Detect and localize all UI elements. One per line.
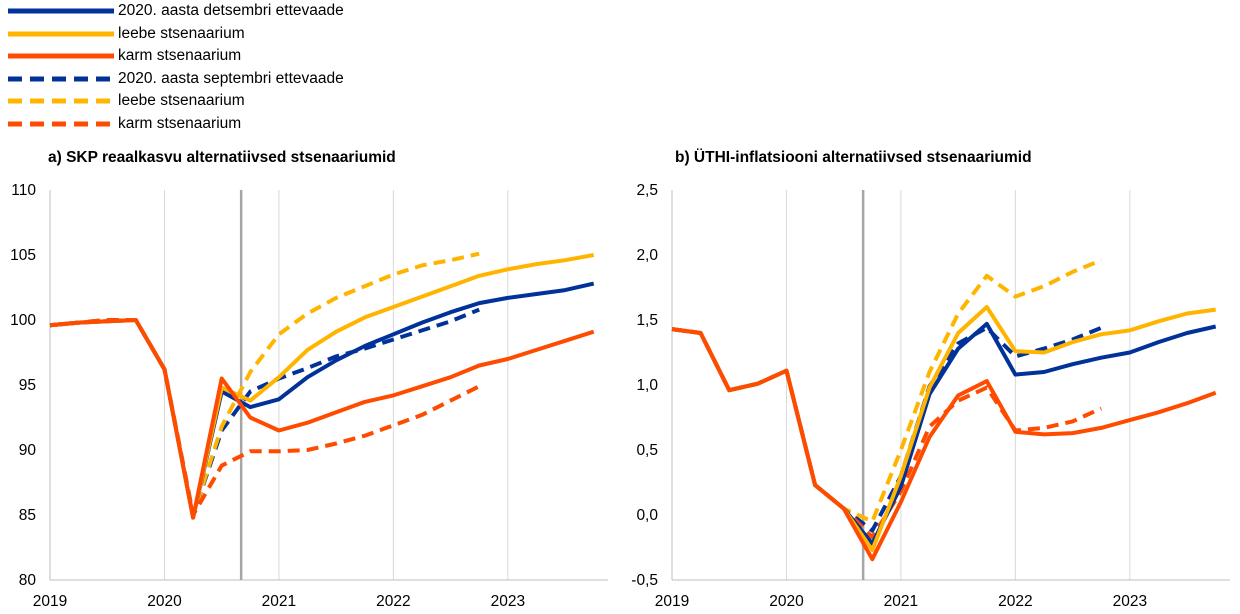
- legend-swatch: [8, 76, 114, 82]
- legend-item: karm stsenaarium: [0, 45, 344, 68]
- legend-item: karm stsenaarium: [0, 113, 344, 136]
- x-tick-label: 2021: [262, 593, 296, 610]
- x-tick-label: 2019: [655, 593, 689, 610]
- legend-label: leebe stsenaarium: [118, 92, 245, 110]
- legend-swatch: [8, 98, 114, 104]
- y-tick-label: 110: [11, 182, 36, 199]
- legend-item: 2020. aasta detsembri ettevaade: [0, 0, 344, 23]
- x-tick-label: 2021: [884, 593, 918, 610]
- series-line: [671, 305, 1216, 553]
- x-tick-label: 2023: [1113, 593, 1147, 610]
- legend-swatch: [8, 31, 114, 37]
- legend-label: karm stsenaarium: [118, 47, 242, 65]
- y-tick-label: 95: [19, 377, 36, 394]
- legend-label: leebe stsenaarium: [118, 24, 245, 42]
- y-tick-label: 2,5: [636, 182, 658, 199]
- y-tick-label: 0,5: [636, 442, 658, 459]
- legend-item: leebe stsenaarium: [0, 90, 344, 113]
- y-tick-label: 80: [19, 572, 37, 589]
- series-line: [671, 327, 1103, 540]
- panel-b-plot: 2019 2020 2021 2022 2023 -0,5 0,0 0,5 1,0 1,5 2,0 2…: [631, 182, 1230, 610]
- panel-a-title: a) SKP reaalkasvu alternatiivsed stsenaa…: [48, 149, 396, 166]
- x-tick-label: 2020: [769, 593, 804, 610]
- y-tick-label: 90: [19, 442, 37, 459]
- y-tick-label: 1,0: [636, 377, 658, 394]
- panel-a-plot: 2019 2020 2021 2022 2023 80 85 90 95 100 105 110: [10, 182, 608, 610]
- series-line: [49, 307, 480, 517]
- series-line: [49, 251, 480, 517]
- panel-b-title: b) ÜTHI-inflatsiooni alternatiivsed stse…: [675, 149, 1032, 166]
- y-tick-label: 85: [19, 507, 36, 524]
- y-tick-label: 105: [10, 247, 36, 264]
- legend-swatch: [8, 53, 114, 59]
- x-tick-label: 2022: [376, 593, 410, 610]
- legend-item: leebe stsenaarium: [0, 23, 344, 46]
- chart-legend: 2020. aasta detsembri ettevaade leebe sts…: [0, 0, 344, 135]
- series-line: [671, 327, 1217, 562]
- x-tick-label: 2022: [998, 593, 1032, 610]
- series-line: [49, 253, 595, 520]
- series-line: [49, 318, 595, 520]
- legend-swatch: [8, 8, 114, 14]
- x-tick-label: 2019: [33, 593, 67, 610]
- x-tick-label: 2023: [491, 593, 525, 610]
- legend-swatch: [8, 121, 114, 127]
- x-tick-label: 2020: [147, 593, 182, 610]
- legend-label: karm stsenaarium: [118, 114, 242, 132]
- legend-label: 2020. aasta septembri ettevaade: [118, 69, 344, 87]
- y-tick-label: 1,5: [636, 312, 658, 329]
- y-tick-label: 100: [10, 312, 36, 329]
- series-line: [49, 318, 481, 517]
- legend-label: 2020. aasta detsembri ettevaade: [118, 2, 344, 20]
- series-line: [671, 258, 1102, 524]
- y-tick-label: 2,0: [636, 247, 658, 264]
- y-tick-label: 0,0: [636, 507, 658, 524]
- legend-item: 2020. aasta septembri ettevaade: [0, 68, 344, 91]
- y-tick-label: -0,5: [631, 572, 658, 589]
